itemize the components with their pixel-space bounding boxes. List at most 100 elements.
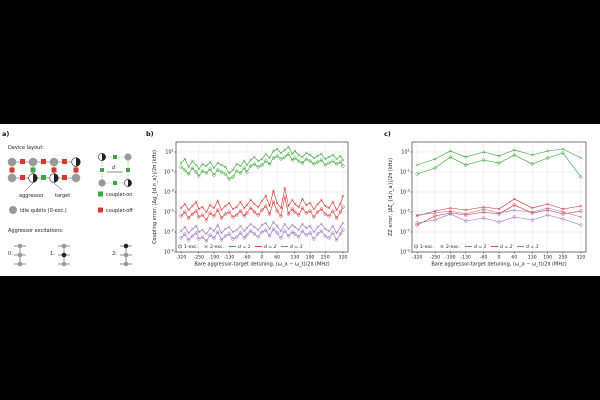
y-tick-label: 10-9 xyxy=(400,249,410,256)
data-point-cross xyxy=(190,227,194,231)
data-point-circle xyxy=(179,165,183,169)
data-point-cross xyxy=(512,197,516,201)
data-point-cross xyxy=(190,204,194,208)
data-point-cross xyxy=(293,149,297,153)
data-point-circle xyxy=(530,218,534,222)
data-point-cross xyxy=(179,206,183,210)
data-point-circle xyxy=(183,168,187,172)
coupler-off-square xyxy=(9,167,15,173)
data-point-circle xyxy=(283,229,287,233)
data-point-circle xyxy=(183,210,187,214)
data-point-circle xyxy=(448,212,453,216)
data-point-cross xyxy=(242,229,246,233)
legend-marker-cross xyxy=(204,244,208,249)
legend-2-exc: 2-exc. xyxy=(446,244,460,250)
data-point-circle xyxy=(482,210,486,214)
coupler-off-square xyxy=(51,167,57,173)
legend-d2: d = 2 xyxy=(264,244,277,250)
data-point-circle xyxy=(497,212,501,216)
data-point-cross xyxy=(283,222,287,226)
data-point-cross xyxy=(546,206,550,210)
data-point-circle xyxy=(286,212,291,216)
data-point-circle xyxy=(308,209,312,213)
data-point-circle xyxy=(319,158,324,162)
data-point-cross xyxy=(319,198,323,202)
figure-canvas: a) Device layout: xyxy=(2,130,587,268)
x-tick-label: 0 xyxy=(261,255,264,261)
y-axis-label: ZZ error, |Δζ_{d,n_a}|/2π (kHz) xyxy=(388,158,394,236)
x-tick-label: 320 xyxy=(339,255,348,261)
data-point-cross xyxy=(331,224,335,228)
y-tick-label: 10-9 xyxy=(164,249,174,256)
data-point-cross xyxy=(316,154,320,158)
x-tick-label: 130 xyxy=(528,255,537,261)
data-point-circle xyxy=(264,228,268,232)
data-point-circle xyxy=(297,213,301,217)
data-point-cross xyxy=(212,229,216,233)
data-point-cross xyxy=(530,210,534,214)
data-point-circle xyxy=(256,213,260,217)
coupling-error-chart: -320 -250 -190 -130 -60 0 60 130 190 250 320 101 10-… xyxy=(152,141,349,268)
x-tick-label: -320 xyxy=(176,255,187,261)
data-point-cross xyxy=(561,210,565,214)
data-point-cross xyxy=(260,199,264,203)
data-point-cross xyxy=(331,153,335,157)
data-point-cross xyxy=(464,212,468,216)
data-point-cross xyxy=(319,152,323,156)
data-point-circle xyxy=(512,203,516,207)
legend-1-exc: 1-exc. xyxy=(184,244,198,250)
data-point-circle xyxy=(235,235,239,239)
data-point-cross xyxy=(187,231,191,235)
series-line-d3-exc1 xyxy=(417,213,581,226)
data-point-cross xyxy=(268,156,272,160)
qubit-chain-diagram xyxy=(7,157,81,191)
data-point-circle xyxy=(279,157,283,161)
data-point-circle xyxy=(293,156,297,160)
data-point-circle xyxy=(561,151,565,155)
data-point-circle xyxy=(242,214,246,218)
excitation-ladder-2: 2: xyxy=(112,243,132,267)
data-point-cross xyxy=(271,149,275,153)
y-tick-label: 10-5 xyxy=(164,209,174,216)
data-point-circle xyxy=(197,215,201,219)
data-point-circle xyxy=(235,169,239,173)
x-axis-label: Bare aggressor-target detuning, (ω_a − ω… xyxy=(431,262,566,268)
x-tick-label: -130 xyxy=(224,255,235,261)
data-point-circle xyxy=(238,231,243,235)
data-point-circle xyxy=(545,208,550,212)
data-point-cross xyxy=(223,165,227,169)
legend-marker-cross xyxy=(440,244,444,249)
x-tick-label: 0 xyxy=(498,255,501,261)
data-point-cross xyxy=(448,149,452,153)
x-tick-label: -250 xyxy=(430,255,441,261)
data-point-circle xyxy=(327,214,331,218)
x-tick-label: 250 xyxy=(559,255,568,261)
data-point-cross xyxy=(227,225,231,229)
data-point-cross xyxy=(187,165,191,169)
coupler-off-square xyxy=(73,167,79,173)
data-point-cross xyxy=(187,208,191,212)
data-point-circle xyxy=(327,236,331,240)
data-point-circle xyxy=(290,207,294,211)
legend-d1: d = 1 xyxy=(238,244,251,250)
data-point-circle xyxy=(252,232,257,236)
data-point-cross xyxy=(197,230,201,234)
data-point-cross xyxy=(287,227,291,231)
y-tick-label: 10-3 xyxy=(400,189,410,196)
data-point-circle xyxy=(200,169,205,173)
data-point-cross xyxy=(579,215,583,219)
data-point-circle xyxy=(248,164,253,168)
data-point-cross xyxy=(220,208,224,212)
data-point-circle xyxy=(183,232,187,236)
data-point-cross xyxy=(212,166,216,170)
idle-qubit-circle xyxy=(71,173,81,183)
data-point-circle xyxy=(219,216,224,220)
data-point-circle xyxy=(216,208,220,212)
data-point-cross xyxy=(530,206,534,210)
data-point-cross xyxy=(327,229,331,233)
coupler-off-legend-icon xyxy=(98,207,103,213)
data-point-cross xyxy=(304,151,308,155)
data-point-circle xyxy=(448,211,453,215)
data-point-circle xyxy=(256,235,260,239)
data-point-cross xyxy=(231,168,235,172)
